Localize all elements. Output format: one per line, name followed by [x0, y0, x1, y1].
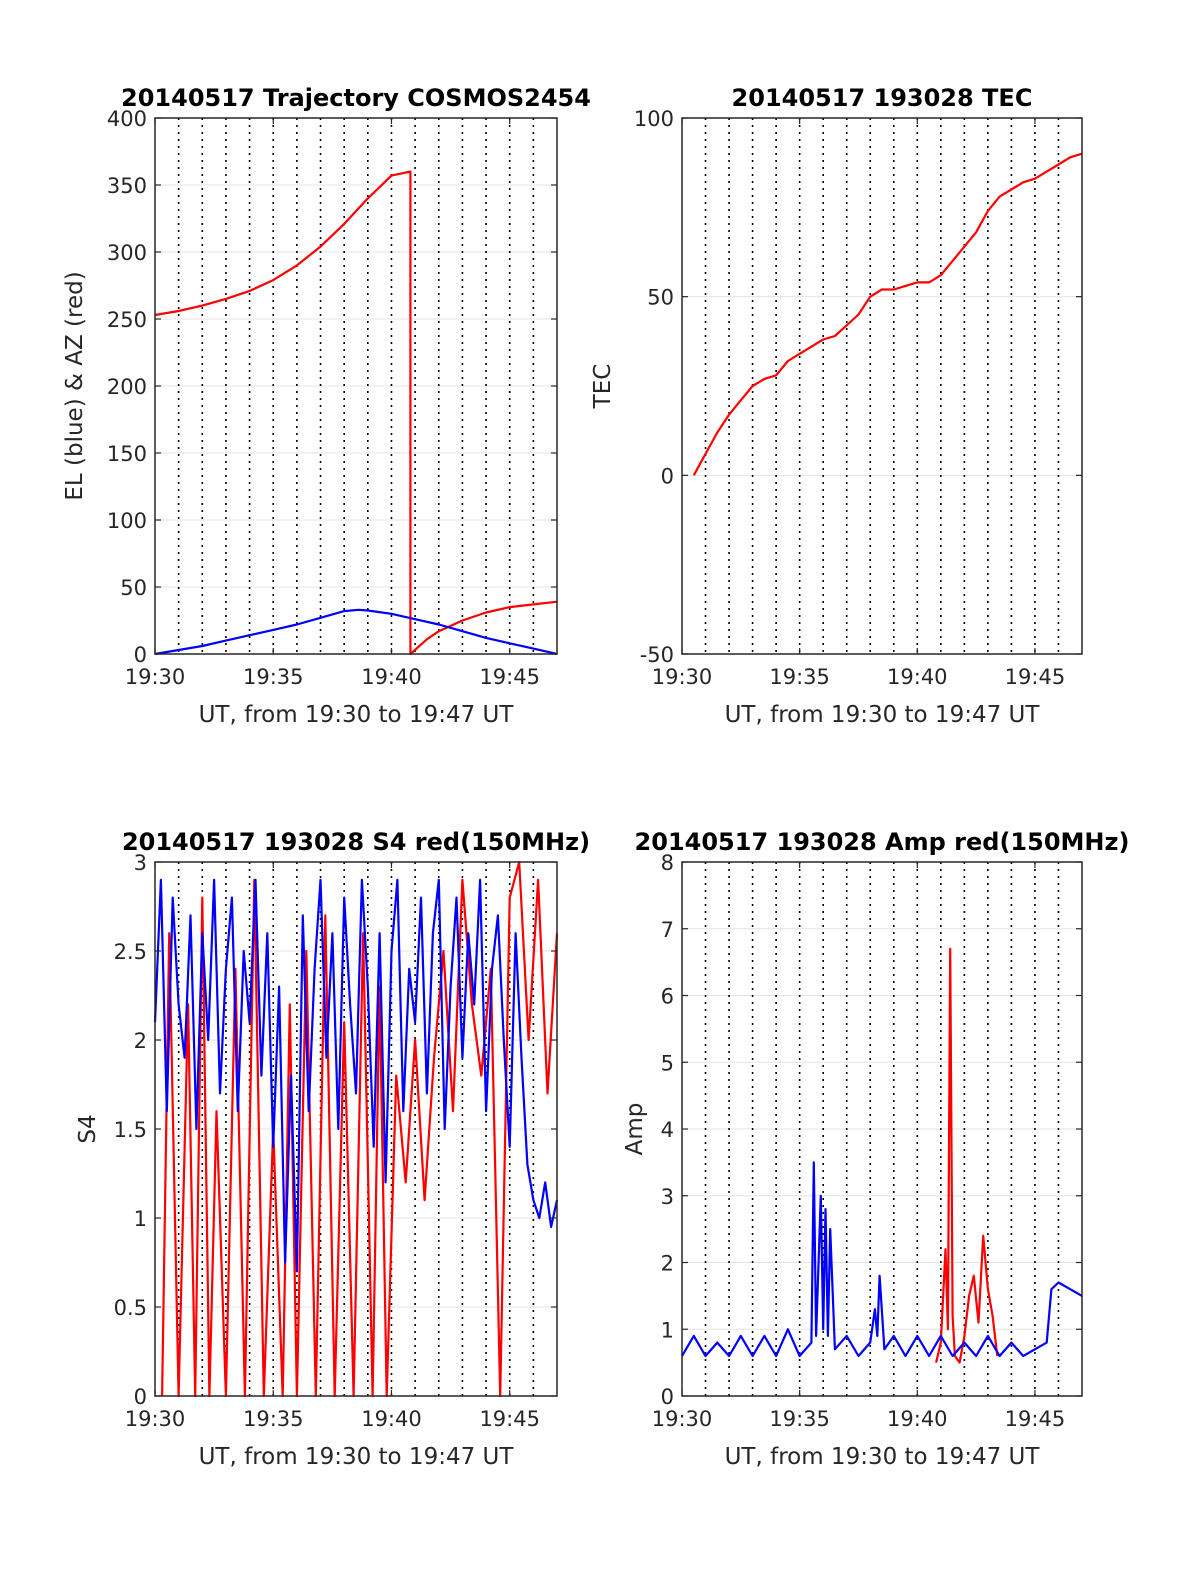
y-axis-label: TEC: [590, 364, 616, 410]
y-tick-label: 100: [634, 107, 674, 131]
x-tick-label: 19:45: [479, 665, 540, 689]
y-tick-label: 100: [107, 509, 147, 533]
y-tick-label: 0: [134, 1385, 147, 1409]
x-tick-label: 19:30: [125, 1407, 186, 1431]
y-tick-label: 0: [661, 1385, 674, 1409]
x-tick-label: 19:45: [1005, 1407, 1066, 1431]
x-axis-label: UT, from 19:30 to 19:47 UT: [199, 702, 515, 728]
y-tick-label: 8: [661, 851, 674, 875]
x-tick-label: 19:45: [479, 1407, 540, 1431]
x-tick-label: 19:35: [769, 665, 830, 689]
y-tick-label: 7: [661, 918, 674, 942]
y-tick-label: 6: [661, 985, 674, 1009]
y-tick-label: 300: [107, 241, 147, 265]
y-tick-label: 1: [661, 1318, 674, 1342]
x-axis-label: UT, from 19:30 to 19:47 UT: [725, 1444, 1041, 1470]
series-line: [153, 878, 559, 1273]
y-tick-label: 0.5: [114, 1296, 147, 1320]
y-tick-label: 0: [661, 464, 674, 488]
y-tick-label: 50: [647, 286, 674, 310]
x-tick-label: 19:30: [652, 1407, 713, 1431]
y-axis-label: EL (blue) & AZ (red): [62, 271, 88, 500]
y-tick-label: 250: [107, 308, 147, 332]
x-tick-label: 19:45: [1005, 665, 1066, 689]
trajectory-chart: 0 50 100 150 200 250 300 350 400 19:30 19:35 19:40 1…: [62, 84, 591, 728]
x-tick-label: 19:30: [652, 665, 713, 689]
y-tick-label: 50: [120, 576, 147, 600]
axes-box: [681, 117, 1083, 655]
x-tick-label: 19:30: [125, 665, 186, 689]
y-tick-label: 2: [134, 1029, 147, 1053]
y-tick-label: 200: [107, 375, 147, 399]
x-tick-label: 19:40: [361, 1407, 422, 1431]
chart-title: 20140517 193028 TEC: [732, 84, 1033, 112]
chart-title: 20140517 193028 Amp red(150MHz): [635, 828, 1130, 856]
y-tick-label: 3: [661, 1185, 674, 1209]
x-tick-label: 19:40: [887, 1407, 948, 1431]
tec-chart: -50 0 50 100 19:30 19:35 19:40 19:45 20140517 19…: [590, 84, 1083, 728]
x-tick-label: 19:40: [361, 665, 422, 689]
x-tick-label: 19:35: [243, 1407, 304, 1431]
chart-title: 20140517 Trajectory COSMOS2454: [121, 84, 591, 112]
y-tick-label: 150: [107, 442, 147, 466]
x-tick-label: 19:35: [243, 665, 304, 689]
y-tick-label: 350: [107, 174, 147, 198]
series-line: [154, 170, 558, 656]
y-tick-label: 1.5: [114, 1118, 147, 1142]
x-tick-label: 19:35: [769, 1407, 830, 1431]
series-line: [154, 608, 558, 656]
y-tick-label: 3: [134, 851, 147, 875]
y-tick-label: 4: [661, 1118, 674, 1142]
s4-chart: 0 0.5 1 1.5 2 2.5 3 19:30 19:35 19:40 19:45 2014051…: [75, 828, 590, 1470]
y-tick-label: -50: [640, 643, 674, 667]
series-line: [935, 947, 999, 1364]
chart-title: 20140517 193028 S4 red(150MHz): [122, 828, 590, 856]
y-tick-label: 0: [134, 643, 147, 667]
y-tick-label: 2: [661, 1252, 674, 1276]
series-line: [692, 152, 1083, 476]
x-axis-label: UT, from 19:30 to 19:47 UT: [199, 1444, 515, 1470]
x-tick-label: 19:40: [887, 665, 948, 689]
y-tick-label: 1: [134, 1207, 147, 1231]
y-axis-label: S4: [75, 1114, 101, 1143]
series-line: [681, 1161, 1083, 1358]
x-axis-label: UT, from 19:30 to 19:47 UT: [725, 702, 1041, 728]
y-tick-label: 400: [107, 107, 147, 131]
y-tick-label: 2.5: [114, 940, 147, 964]
y-tick-label: 5: [661, 1051, 674, 1075]
y-axis-label: Amp: [622, 1103, 648, 1156]
amp-chart: 0 1 2 3 4 5 6 7 8 19:30 19:35 19:40 19:45 20140517 19…: [622, 828, 1129, 1470]
